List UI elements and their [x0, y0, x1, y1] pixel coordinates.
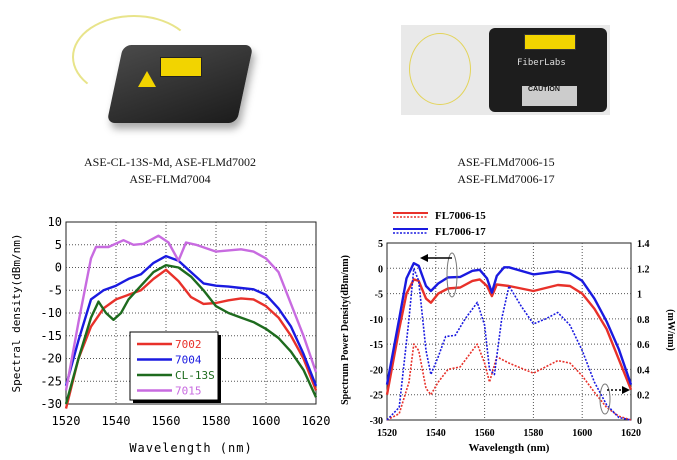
legend-label: 7015	[175, 385, 202, 398]
x-tick-label: 1580	[523, 428, 543, 439]
series-line-fl7006-17-mw-nm-	[386, 267, 632, 421]
y-tick-label: -15	[370, 340, 383, 351]
caption-line: ASE-FLMd7006-15	[457, 155, 555, 169]
arrow-right-icon	[622, 386, 630, 394]
legend-label: FL7006-17	[435, 226, 486, 238]
y2-tick-label: 1.2	[637, 264, 650, 275]
product-caption-left: ASE-CL-13S-Md, ASE-FLMd7002 ASE-FLMd7004	[40, 154, 300, 188]
series-line-cl-13s	[64, 264, 318, 405]
y2-tick-label: 0.2	[637, 391, 650, 402]
y-tick-label: 5	[55, 238, 62, 252]
arrow-left-icon	[420, 254, 428, 262]
series-line-fl7006-15-mw-nm-	[386, 343, 632, 421]
y2-axis-label: (mW/nm)	[665, 309, 676, 351]
x-tick-label: 1620	[621, 428, 641, 439]
series-line-7002	[64, 268, 318, 409]
annotation-ellipse-right	[599, 383, 611, 415]
fiber-cable	[72, 15, 196, 99]
legend-label: CL-13S	[175, 369, 215, 382]
product-photo-ase-flmd7006: FiberLabs CAUTION	[401, 25, 610, 115]
x-tick-label: 1520	[52, 414, 81, 428]
series-line-fl7006-17-dbm-nm-	[385, 262, 633, 385]
caption-line: ASE-FLMd7006-17	[457, 172, 555, 186]
y2-tick-label: 0.6	[637, 340, 650, 351]
y-tick-label: -20	[370, 365, 383, 376]
fiber-cable	[409, 33, 471, 105]
y2-tick-label: 0.4	[637, 365, 650, 376]
y-tick-label: -30	[370, 416, 383, 427]
legend-label: 7002	[175, 338, 202, 351]
x-tick-label: 1560	[475, 428, 495, 439]
plot-area	[386, 242, 632, 421]
y-tick-label: -30	[40, 397, 62, 411]
y-axis-label: Spectrum Power Density(dBm/nm)	[340, 255, 351, 405]
y-tick-label: -25	[370, 391, 383, 402]
y-tick-label: -10	[370, 315, 383, 326]
y-tick-label: -5	[48, 283, 62, 297]
x-tick-label: 1540	[426, 428, 446, 439]
x-tick-label: 1600	[252, 414, 281, 428]
y-tick-label: -10	[40, 306, 62, 320]
y-axis-label: Spectral density(dBm/nm)	[10, 234, 23, 393]
x-tick-label: 1600	[572, 428, 592, 439]
y-tick-label: -20	[40, 352, 62, 366]
series-line-7015	[64, 234, 318, 391]
y-tick-label: -15	[40, 329, 62, 343]
y-tick-label: 0	[378, 264, 383, 275]
laser-label	[160, 57, 202, 77]
caption-line: ASE-CL-13S-Md, ASE-FLMd7002	[83, 155, 256, 169]
x-tick-label: 1540	[102, 414, 131, 428]
y-tick-label: 5	[378, 239, 383, 250]
y2-tick-label: 0.8	[637, 315, 650, 326]
brand-text: FiberLabs	[517, 58, 566, 68]
y-tick-label: 10	[48, 215, 62, 229]
series-line-fl7006-15-dbm-nm-	[385, 278, 633, 395]
x-axis-label: Wavelength (nm)	[469, 442, 550, 454]
x-tick-label: 1620	[302, 414, 331, 428]
y-tick-label: -5	[375, 290, 383, 301]
x-tick-label: 1580	[202, 414, 231, 428]
x-tick-label: 1560	[152, 414, 181, 428]
laser-label	[524, 34, 576, 50]
x-tick-label: 1520	[377, 428, 397, 439]
y2-tick-label: 1	[637, 290, 642, 301]
caution-label: CAUTION	[522, 86, 577, 106]
annotation-ellipse-left	[446, 252, 458, 298]
series-line-7004	[64, 254, 318, 387]
y2-tick-label: 0	[637, 416, 642, 427]
product-photo-ase-flmd7002	[60, 5, 255, 145]
y-tick-label: 0	[55, 261, 62, 275]
y-tick-label: -25	[40, 374, 62, 388]
caption-line: ASE-FLMd7004	[129, 172, 211, 186]
legend-label: FL7006-15	[435, 210, 486, 222]
product-caption-right: ASE-FLMd7006-15 ASE-FLMd7006-17	[376, 154, 636, 188]
device-box: FiberLabs CAUTION	[489, 28, 607, 112]
legend-label: 7004	[175, 354, 202, 367]
x-axis-label: Wavelength (nm)	[129, 441, 252, 455]
y2-tick-label: 1.4	[637, 239, 650, 250]
